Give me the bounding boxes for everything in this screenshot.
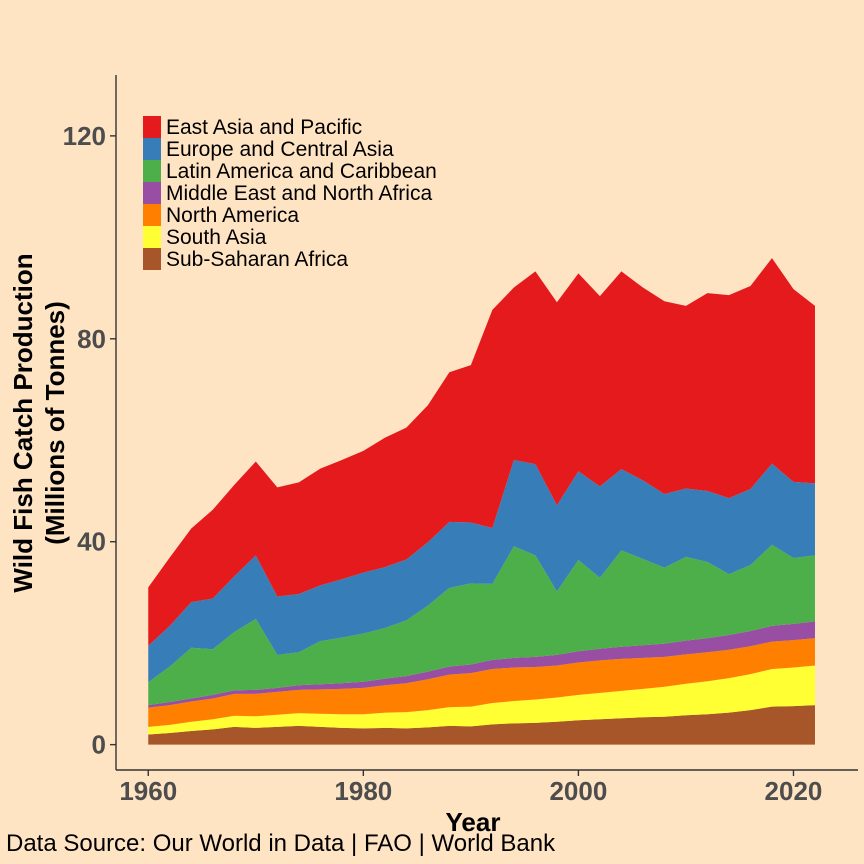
y-tick-label-40: 40 <box>77 527 106 557</box>
legend-swatch-middle-east-and-north-africa <box>143 182 161 204</box>
legend-label-middle-east-and-north-africa: Middle East and North Africa <box>166 182 432 205</box>
legend-swatch-north-america <box>143 204 161 226</box>
legend-label-latin-america-and-caribbean: Latin America and Caribbean <box>166 160 437 183</box>
x-ticks: 1960 1980 2000 2020 <box>119 770 822 806</box>
legend-label-east-asia-and-pacific: East Asia and Pacific <box>166 116 362 139</box>
x-tick-label-2000: 2000 <box>549 776 607 806</box>
area-latin-america-and-caribbean <box>148 544 815 706</box>
area-europe-and-central-asia <box>148 460 815 683</box>
area-sub-saharan-africa <box>148 705 815 745</box>
y-tick-label-80: 80 <box>77 324 106 354</box>
area-layers <box>148 258 815 745</box>
legend-swatch-east-asia-and-pacific <box>143 116 161 138</box>
legend-label-sub-saharan-africa: Sub-Saharan Africa <box>166 248 348 271</box>
x-tick-label-1960: 1960 <box>119 776 177 806</box>
legend-swatch-south-asia <box>143 226 161 248</box>
legend-label-north-america: North America <box>166 204 299 227</box>
area-south-asia <box>148 665 815 735</box>
legend-swatch-sub-saharan-africa <box>143 248 161 270</box>
y-tick-label-120: 120 <box>63 121 106 151</box>
y-axis-title-line1: Wild Fish Catch Production <box>8 253 38 592</box>
x-axis-title: Year <box>446 807 501 837</box>
legend-label-europe-and-central-asia: Europe and Central Asia <box>166 138 394 161</box>
area-east-asia-and-pacific <box>148 258 815 646</box>
legend-swatch-europe-and-central-asia <box>143 138 161 160</box>
area-middle-east-and-north-africa <box>148 621 815 708</box>
x-tick-label-2020: 2020 <box>765 776 823 806</box>
area-north-america <box>148 638 815 727</box>
legend-label-south-asia: South Asia <box>166 226 267 249</box>
y-axis-title-line2: (Millions of Tonnes) <box>40 301 70 545</box>
data-source-caption: Data Source: Our World in Data | FAO | W… <box>6 830 556 857</box>
legend-swatch-latin-america-and-caribbean <box>143 160 161 182</box>
x-tick-label-1980: 1980 <box>334 776 392 806</box>
y-tick-label-0: 0 <box>92 730 106 760</box>
y-ticks: 0 40 80 120 <box>63 121 116 760</box>
